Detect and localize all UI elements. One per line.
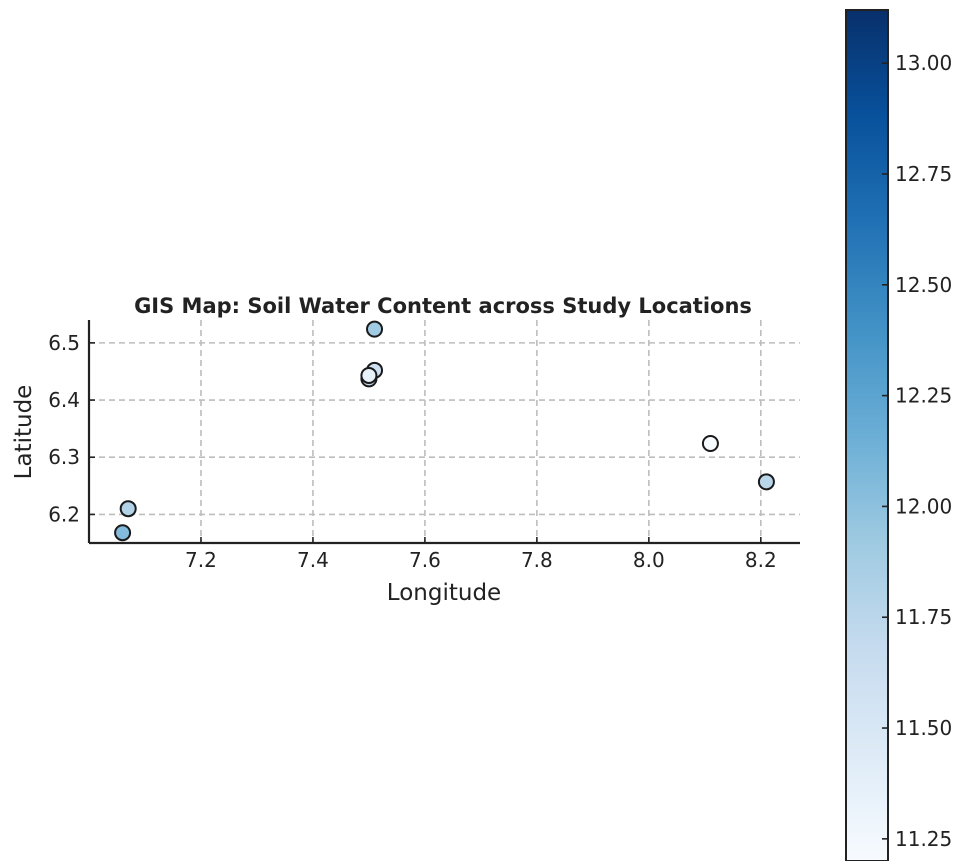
chart-title: GIS Map: Soil Water Content across Study… bbox=[134, 294, 752, 318]
y-axis-label: Latitude bbox=[11, 385, 37, 480]
grid-lines bbox=[89, 320, 800, 543]
colorbar-tick-label: 11.50 bbox=[895, 716, 952, 740]
y-tick-label: 6.5 bbox=[48, 331, 80, 355]
colorbar-ticks: 11.25 11.50 11.75 12.00 12.25 12.50 12.75 13.00 bbox=[882, 51, 952, 851]
x-tick-label: 7.6 bbox=[409, 548, 441, 572]
x-tick-label: 8.0 bbox=[633, 548, 665, 572]
x-axis-label: Longitude bbox=[387, 580, 501, 606]
data-point bbox=[701, 435, 719, 453]
colorbar-tick-label: 12.50 bbox=[895, 273, 952, 297]
y-tick-label: 6.4 bbox=[48, 388, 80, 412]
data-point bbox=[757, 473, 775, 491]
data-point bbox=[114, 524, 132, 542]
y-tick-label: 6.2 bbox=[48, 502, 80, 526]
data-point bbox=[119, 500, 137, 518]
x-tick-label: 7.4 bbox=[297, 548, 329, 572]
colorbar-tick-label: 12.75 bbox=[895, 162, 952, 186]
x-tick-label: 8.2 bbox=[745, 548, 777, 572]
y-tick-label: 6.3 bbox=[48, 445, 80, 469]
colorbar-tick-label: 11.25 bbox=[895, 827, 952, 851]
colorbar-tick-label: 13.00 bbox=[895, 51, 952, 75]
y-axis-ticks: 6.2 6.3 6.4 6.5 bbox=[48, 331, 95, 526]
x-axis-ticks: 7.2 7.4 7.6 7.8 8.0 8.2 bbox=[185, 537, 777, 572]
colorbar bbox=[845, 9, 889, 861]
x-tick-label: 7.8 bbox=[521, 548, 553, 572]
colorbar-tick-label: 12.00 bbox=[895, 494, 952, 518]
data-point bbox=[360, 366, 378, 384]
data-points bbox=[114, 320, 775, 542]
data-point bbox=[366, 320, 384, 338]
x-tick-label: 7.2 bbox=[185, 548, 217, 572]
colorbar-tick-label: 12.25 bbox=[895, 384, 952, 408]
colorbar-tick-label: 11.75 bbox=[895, 605, 952, 629]
